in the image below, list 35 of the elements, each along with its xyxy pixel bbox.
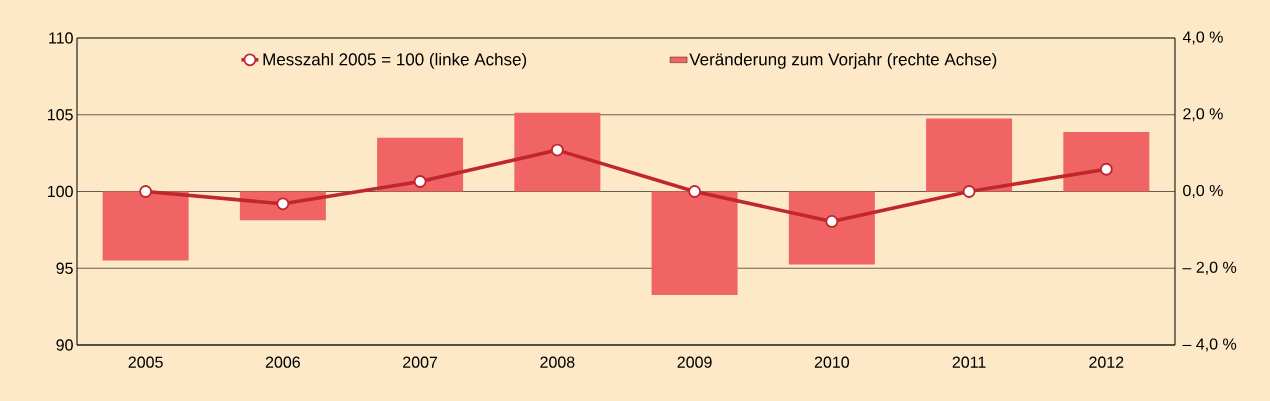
bar — [651, 191, 738, 296]
x-tick-label: 2010 — [814, 356, 850, 368]
y-tick-label: 110 — [49, 32, 73, 44]
y2-tick-label: – 2,0 % — [1182, 261, 1237, 275]
x-tick-label: 2009 — [677, 356, 712, 368]
point — [825, 215, 839, 228]
x-tick-label: 2006 — [265, 356, 300, 368]
point — [139, 185, 153, 198]
bar — [788, 191, 875, 265]
bar — [514, 112, 601, 192]
y-tick-label: 100 — [48, 185, 73, 198]
point — [550, 143, 564, 157]
y-tick-label: 95 — [56, 262, 73, 274]
legend-label: Messzahl 2005 = 100 (linke Achse) — [263, 52, 527, 69]
y2-tick-label: – 4,0 % — [1182, 338, 1237, 352]
point — [688, 185, 701, 198]
x-tick-label: 2012 — [1089, 356, 1124, 368]
point — [413, 175, 427, 188]
y2-tick-label: 2,0 % — [1183, 108, 1223, 122]
y2-tick-label: 0,0 % — [1183, 184, 1223, 199]
x-tick-label: 2005 — [128, 356, 163, 368]
y-tick-label: 105 — [48, 109, 73, 121]
bar — [1063, 132, 1150, 192]
point — [276, 197, 290, 211]
point — [962, 185, 976, 198]
y2-tick-label: 4,0 % — [1182, 31, 1223, 45]
x-tick-label: 2008 — [540, 356, 575, 368]
legend-label: Veränderung zum Vorjahr (rechte Achse) — [689, 52, 997, 69]
bar — [102, 191, 189, 261]
x-tick-label: 2007 — [403, 356, 438, 368]
bar — [926, 118, 1013, 192]
point — [1099, 162, 1113, 176]
x-tick-label: 2011 — [952, 356, 986, 368]
y-tick-label: 90 — [56, 339, 73, 351]
bar — [377, 137, 464, 192]
